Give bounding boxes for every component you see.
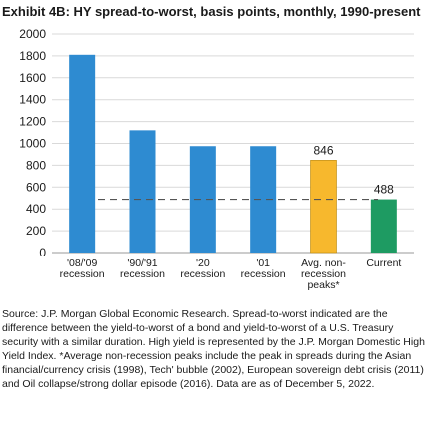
chart-area: 0 200 400 600 800 1000 1200 1400 1600 1800 2000 846…: [0, 24, 436, 304]
bar: [310, 160, 337, 254]
category-label: '08/'09 recession: [59, 257, 105, 280]
category-label: '90/'91 recession: [120, 257, 165, 280]
chart-title: Exhibit 4B: HY spread-to-worst, basis po…: [2, 4, 421, 19]
source-note: Source: J.P. Morgan Global Economic Rese…: [2, 308, 425, 390]
bar: [69, 54, 96, 254]
bar: [129, 130, 156, 253]
y-tick-label: 1000: [19, 137, 46, 151]
y-tick-label: 400: [26, 202, 46, 216]
y-tick-label: 1200: [19, 115, 46, 129]
data-label: 488: [374, 183, 394, 197]
bar: [370, 199, 397, 253]
y-tick-label: 600: [26, 180, 46, 194]
category-label: Current: [366, 257, 402, 269]
category-label: Avg. non-recession peaks*: [301, 257, 346, 291]
data-label: 846: [313, 143, 333, 157]
category-label: '01 recession: [240, 257, 286, 280]
category-label: '20 recession: [180, 257, 226, 280]
y-tick-label: 200: [26, 224, 46, 238]
y-tick-label: 1400: [19, 93, 46, 107]
y-tick-label: 800: [26, 158, 46, 172]
y-tick-label: 0: [39, 246, 46, 256]
y-tick-label: 1800: [19, 49, 46, 63]
y-tick-label: 1600: [19, 71, 46, 85]
bar-chart: 0 200 400 600 800 1000 1200 1400 1600 1800 2000 846…: [19, 27, 414, 260]
y-tick-label: 2000: [19, 27, 46, 41]
